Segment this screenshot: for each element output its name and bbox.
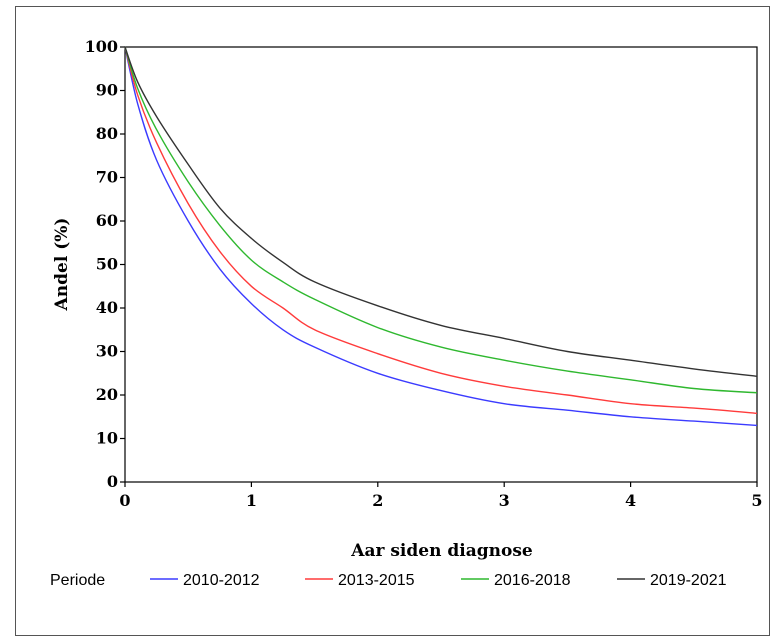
legend-label: 2013-2015 [338, 572, 415, 589]
series-lines [124, 46, 758, 427]
x-tick-label: 2 [372, 491, 383, 510]
legend-label: 2019-2021 [650, 572, 727, 589]
x-tick-label: 5 [751, 491, 762, 510]
series-line-2013-2015 [124, 46, 758, 414]
y-tick-label: 0 [107, 472, 118, 491]
y-axis-title: Andel (%) [52, 218, 72, 312]
x-axis-title: Aar siden diagnose [350, 541, 533, 561]
plot-area [124, 46, 758, 483]
x-tick-label: 3 [499, 491, 510, 510]
y-tick-label: 10 [96, 429, 118, 448]
x-axis: 0 1 2 3 4 5 [119, 482, 763, 510]
y-tick-label: 80 [96, 124, 118, 143]
y-tick-label: 50 [96, 255, 118, 274]
legend: Periode 2010-2012 2013-2015 2016-2018 2019-… [50, 572, 727, 589]
y-tick-label: 30 [96, 342, 118, 361]
y-tick-label: 20 [96, 385, 118, 404]
x-tick-label: 4 [625, 491, 636, 510]
x-tick-label: 1 [246, 491, 257, 510]
plot-border [124, 46, 758, 483]
y-tick-label: 60 [96, 211, 118, 230]
x-tick-label: 0 [119, 491, 130, 510]
y-tick-label: 100 [85, 37, 118, 56]
series-line-2010-2012 [124, 46, 758, 427]
legend-label: 2010-2012 [183, 572, 260, 589]
legend-label: 2016-2018 [494, 572, 571, 589]
y-axis: 0 10 20 30 40 50 60 70 80 90 100 [85, 37, 125, 491]
y-tick-label: 90 [96, 81, 118, 100]
y-tick-label: 40 [96, 298, 118, 317]
chart-frame [15, 6, 770, 636]
y-tick-label: 70 [96, 168, 118, 187]
series-line-2016-2018 [124, 46, 758, 394]
series-line-2019-2021 [124, 46, 758, 377]
legend-title: Periode [50, 572, 105, 589]
